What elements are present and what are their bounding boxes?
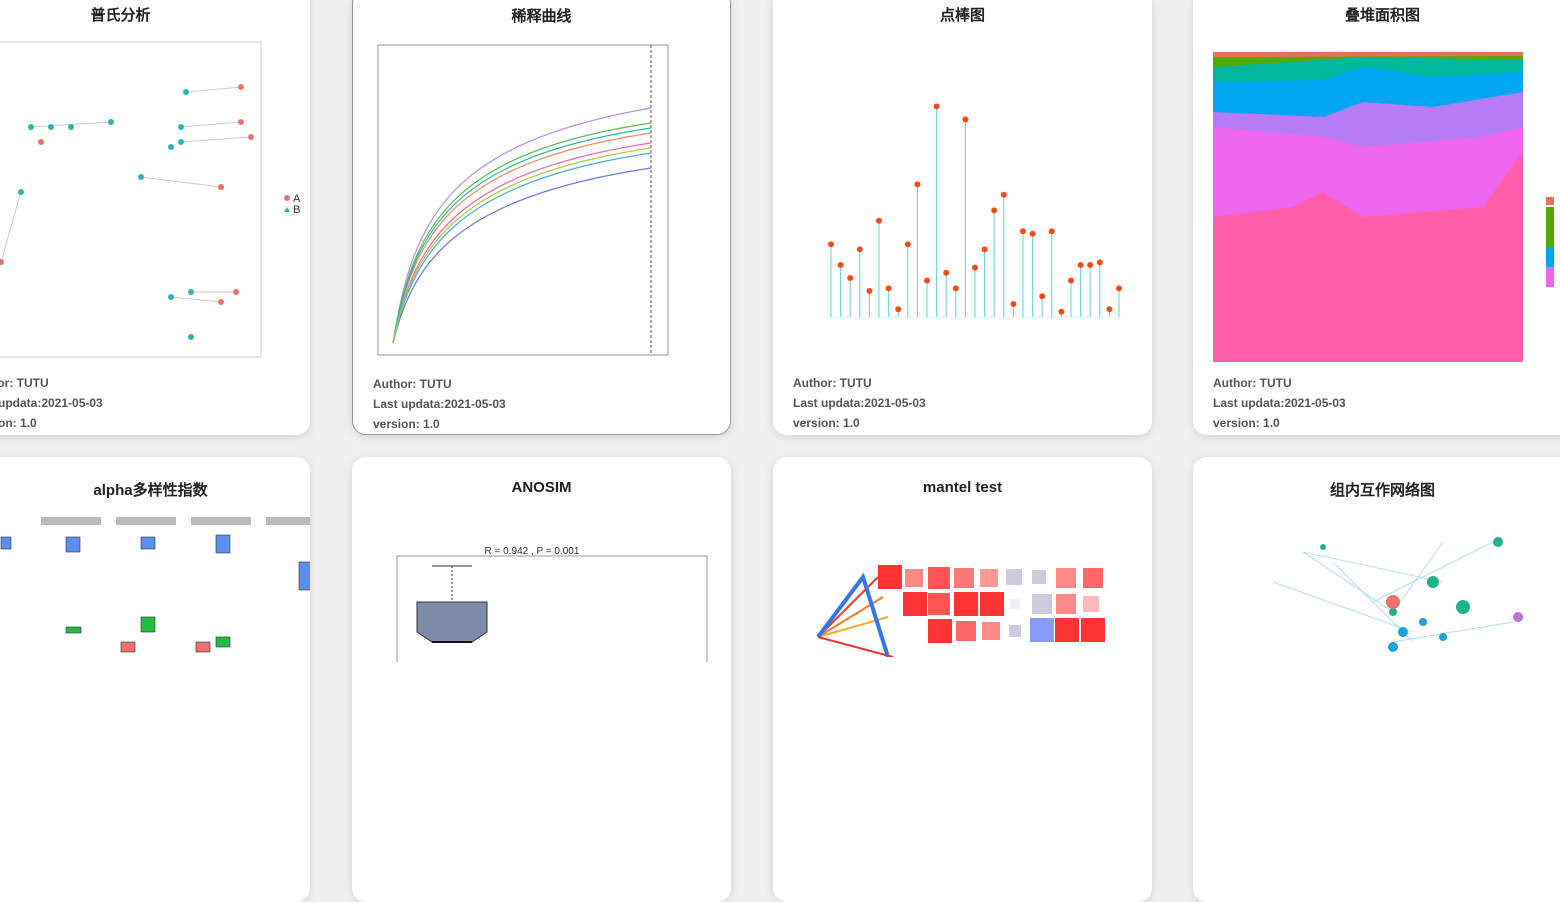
card[interactable]: 叠堆面积图 Author: TUTU Last updata:2021-05-0… <box>1193 0 1560 435</box>
thumbnail <box>377 44 669 356</box>
author: Author: TUTU <box>1213 376 1292 390</box>
author: Author: TUTU <box>0 376 49 390</box>
decoration <box>914 181 921 188</box>
version: version: 1.0 <box>0 416 37 430</box>
decoration <box>1029 230 1036 237</box>
decoration <box>885 285 892 292</box>
decoration <box>1106 306 1113 313</box>
card-title: 点棒图 <box>939 7 985 24</box>
thumbnail <box>0 517 310 653</box>
thumbnail <box>816 565 1105 657</box>
card[interactable]: 点棒图 Author: TUTU Last updata:2021-05-03 … <box>773 0 1152 435</box>
decoration <box>1048 228 1055 235</box>
card[interactable]: 普氏分析 A B Author: TUTU Last updata:2021-0… <box>0 0 310 435</box>
decoration <box>876 217 882 224</box>
decoration <box>991 207 998 214</box>
decoration <box>1039 293 1046 300</box>
legend-label: B <box>293 204 300 216</box>
card[interactable]: 稀释曲线 Author: TUTU Last updata:2021-05-03… <box>352 0 731 435</box>
thumbnail <box>823 103 1123 318</box>
card[interactable]: 组内互作网络图 <box>1193 457 1560 902</box>
card[interactable]: alpha多样性指数 <box>0 457 310 902</box>
thumbnail <box>1213 52 1554 362</box>
decoration <box>1020 228 1026 235</box>
decoration <box>933 103 940 110</box>
decoration <box>1068 277 1074 284</box>
decoration <box>856 246 863 253</box>
decoration <box>847 275 854 281</box>
decoration <box>1116 285 1122 292</box>
legend: A B <box>284 193 301 216</box>
date: Last updata:2021-05-03 <box>0 396 103 410</box>
decoration <box>837 262 844 268</box>
thumbnail <box>1272 536 1523 652</box>
decoration <box>924 277 930 284</box>
card-title: 叠堆面积图 <box>1344 7 1420 24</box>
decoration <box>962 116 969 123</box>
decoration <box>952 285 959 292</box>
card-title: 普氏分析 <box>90 7 151 24</box>
decoration <box>943 269 950 276</box>
decoration <box>981 246 988 253</box>
version: version: 1.0 <box>1213 416 1280 430</box>
decoration <box>866 288 873 294</box>
decoration <box>828 241 834 248</box>
decoration <box>904 241 911 248</box>
card-title: 组内互作网络图 <box>1329 482 1435 499</box>
card-title: mantel test <box>922 479 1003 496</box>
date: Last updata:2021-05-03 <box>373 397 506 411</box>
version: version: 1.0 <box>373 417 440 431</box>
decoration <box>1096 259 1103 266</box>
card[interactable]: mantel test <box>773 457 1152 902</box>
decoration <box>895 306 902 313</box>
date: Last updata:2021-05-03 <box>793 396 926 410</box>
author: Author: TUTU <box>793 376 872 390</box>
version: version: 1.0 <box>793 416 860 430</box>
decoration <box>1000 191 1007 198</box>
annotation: R = 0.942 , P = 0.001 <box>485 546 580 557</box>
thumbnail <box>0 41 262 358</box>
author: Author: TUTU <box>373 377 452 391</box>
thumbnail: R = 0.942 , P = 0.001 <box>396 546 708 662</box>
date: Last updata:2021-05-03 <box>1213 396 1346 410</box>
legend-label: A <box>293 193 301 205</box>
card-title: ANOSIM <box>511 479 572 496</box>
card-title: alpha多样性指数 <box>93 482 208 499</box>
card-title: 稀释曲线 <box>511 8 572 25</box>
decoration <box>1077 262 1084 268</box>
decoration <box>1010 301 1017 307</box>
decoration <box>972 264 978 271</box>
card[interactable]: ANOSIM R = 0.942 , P = 0.001 <box>352 457 731 902</box>
decoration <box>1087 262 1094 268</box>
decoration <box>1058 308 1065 315</box>
